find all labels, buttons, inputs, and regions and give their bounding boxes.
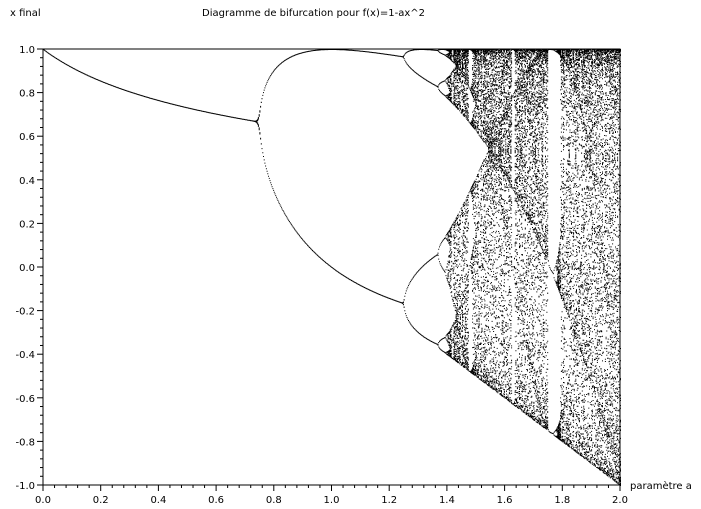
x-tick-label: 0.2 <box>93 495 109 506</box>
y-tick-label: 0.2 <box>19 219 35 230</box>
y-tick-label: 0.0 <box>19 263 35 274</box>
y-tick-label: -0.4 <box>15 350 35 361</box>
y-tick-label: 0.8 <box>19 89 35 100</box>
bifurcation-points <box>43 49 621 486</box>
x-tick-label: 0.6 <box>208 495 224 506</box>
y-tick-label: -0.8 <box>15 437 35 448</box>
x-tick-label: 1.4 <box>439 495 455 506</box>
x-axis-label: paramètre a <box>630 480 692 492</box>
x-tick-label: 1.2 <box>381 495 397 506</box>
x-tick-label: 0.8 <box>266 495 282 506</box>
y-tick-label: 1.0 <box>19 45 35 56</box>
y-tick-label: -1.0 <box>15 481 35 492</box>
bifurcation-point-cloud <box>43 49 621 486</box>
y-tick-label: -0.6 <box>15 394 35 405</box>
x-tick-label: 2.0 <box>612 495 628 506</box>
y-tick-label: 0.6 <box>19 132 35 143</box>
x-tick-label: 0.4 <box>150 495 166 506</box>
x-axis-ticks: 0.0 0.2 0.4 0.6 0.8 1.0 1.2 1.4 1.6 1.8 2.0 <box>35 485 628 506</box>
y-axis-ticks: 1.0 0.8 0.6 0.4 0.2 0.0 -0.2 -0.4 -0.6 -0.8 -1.0 <box>15 45 43 492</box>
x-tick-label: 0.0 <box>35 495 51 506</box>
chart-title: Diagramme de bifurcation pour f(x)=1-ax^… <box>202 8 425 19</box>
y-tick-label: -0.2 <box>15 307 35 318</box>
x-tick-label: 1.6 <box>497 495 513 506</box>
y-axis-label: x final <box>10 8 41 19</box>
y-tick-label: 0.4 <box>19 176 35 187</box>
x-tick-label: 1.0 <box>324 495 340 506</box>
x-tick-label: 1.8 <box>554 495 570 506</box>
